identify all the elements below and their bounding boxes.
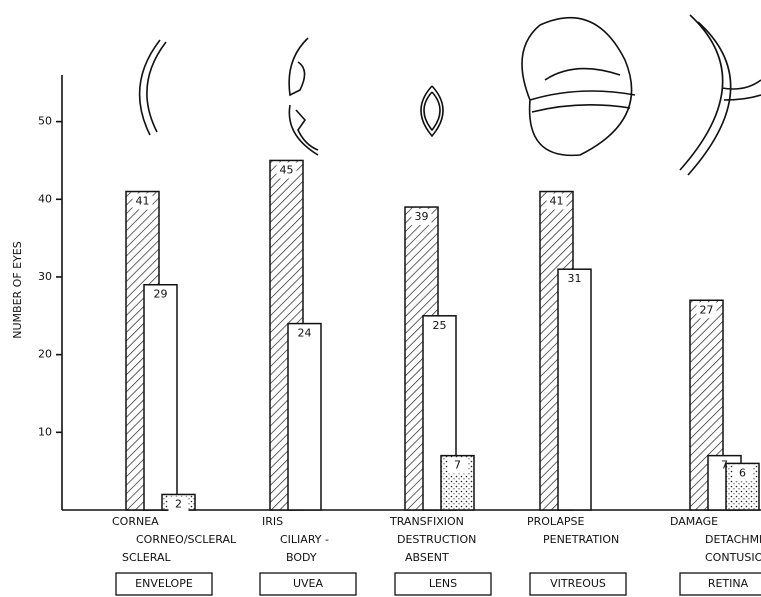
y-tick-label: 20 [38, 348, 52, 361]
category-label: RETINA [708, 577, 749, 590]
y-tick-label: 10 [38, 425, 52, 438]
chart: NUMBER OF EYES 10 20 30 40 50 41 29 2 CORNEA CORN… [0, 0, 761, 597]
value-label: 39 [415, 210, 429, 223]
value-label: 6 [739, 466, 746, 479]
uvea-drawing [289, 38, 318, 155]
bar-label: DESTRUCTION [397, 533, 476, 546]
bar-label: TRANSFIXION [389, 515, 464, 528]
bar-label: SCLERAL [122, 551, 171, 564]
bar-label: CILIARY - [280, 533, 329, 546]
value-label: 41 [136, 195, 150, 208]
value-label: 25 [433, 319, 447, 332]
value-label: 45 [280, 163, 294, 176]
page: {"chart_data":{"type":"bar","y_label":"N… [0, 0, 761, 597]
y-tick-label: 30 [38, 270, 52, 283]
y-tick-label: 50 [38, 115, 52, 128]
value-label: 41 [550, 195, 564, 208]
y-axis-label: NUMBER OF EYES [11, 241, 24, 339]
illustrations [140, 15, 761, 175]
value-label: 27 [700, 303, 714, 316]
bar [144, 285, 177, 510]
category-label: UVEA [293, 577, 324, 590]
bar-label: CORNEO/SCLERAL [136, 533, 237, 546]
bar [558, 269, 591, 510]
y-tick-label: 40 [38, 192, 52, 205]
retina-drawing [680, 15, 761, 175]
lens-drawing [421, 86, 443, 136]
category-label: ENVELOPE [135, 577, 193, 590]
bar [288, 324, 321, 510]
category-label: LENS [429, 577, 457, 590]
category-label: VITREOUS [550, 577, 606, 590]
bar-label: DAMAGE [670, 515, 718, 528]
value-label: 29 [154, 288, 168, 301]
bar-label: PENETRATION [543, 533, 619, 546]
vitreous-drawing [522, 18, 635, 156]
bar-label: PROLAPSE [527, 515, 584, 528]
bar-label: DETACHMENT [705, 533, 761, 546]
bar-label: IRIS [262, 515, 283, 528]
value-label: 31 [568, 272, 582, 285]
bar-label: CORNEA [112, 515, 159, 528]
value-label: 7 [454, 459, 461, 472]
bar-label: BODY [286, 551, 317, 564]
value-label: 2 [175, 497, 182, 510]
cornea-drawing [140, 40, 166, 135]
bar-label: ABSENT [405, 551, 449, 564]
value-label: 24 [298, 327, 312, 340]
bar-label: CONTUSION [705, 551, 761, 564]
